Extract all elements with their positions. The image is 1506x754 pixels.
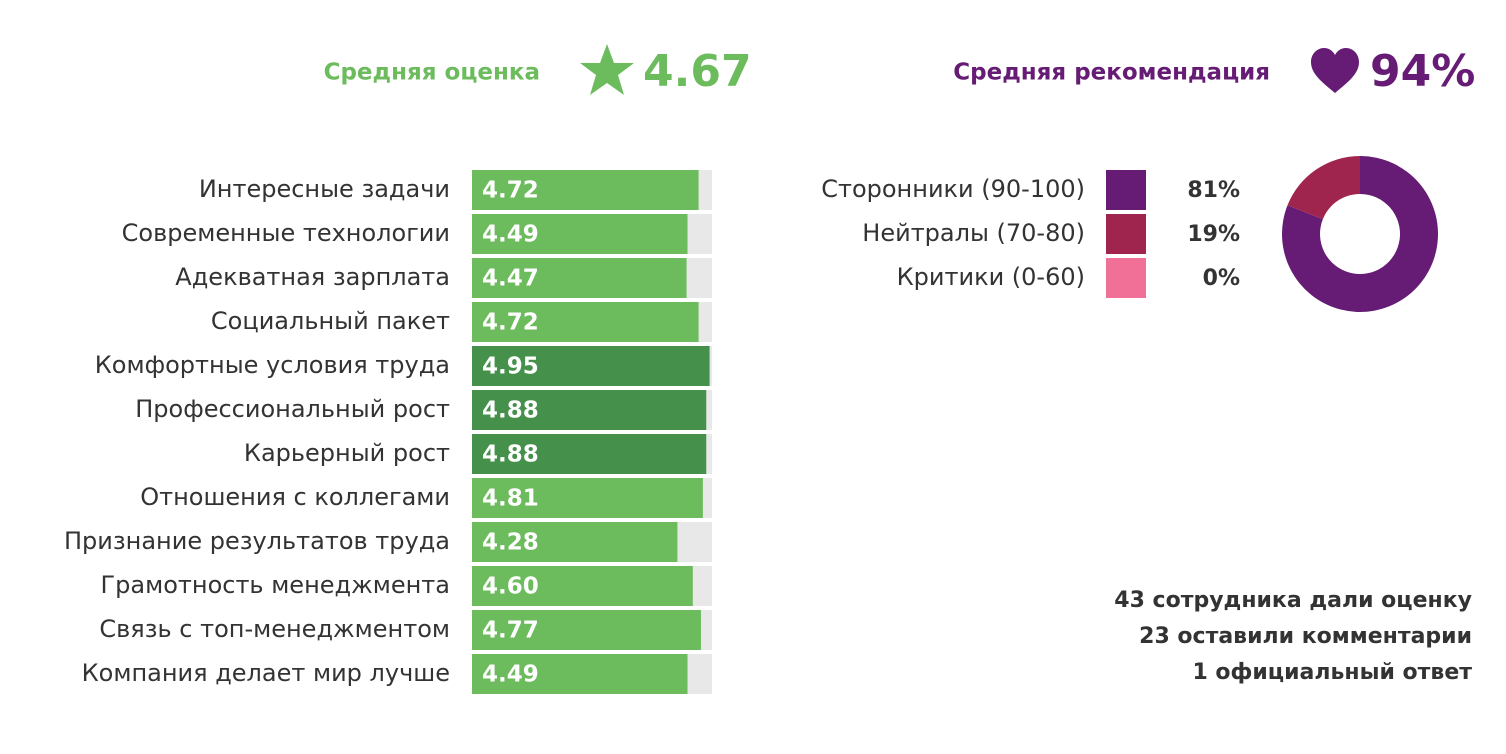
rating-value: 4.67: [643, 46, 752, 97]
category-label: Адекватная зарплата: [175, 263, 450, 291]
category-label: Связь с топ-менеджментом: [99, 615, 450, 643]
rating-label: Средняя оценка: [324, 60, 540, 86]
percent-label: 81%: [1187, 178, 1240, 203]
legend-swatch: [1106, 170, 1146, 210]
legend-label: Критики (0-60): [897, 263, 1085, 291]
bar: [472, 390, 707, 430]
legend-swatch: [1106, 258, 1146, 298]
category-label: Социальный пакет: [211, 307, 450, 335]
legend-swatch: [1106, 214, 1146, 254]
value-label: 4.72: [482, 178, 539, 204]
category-label: Компания делает мир лучше: [82, 659, 450, 687]
recommend-value: 94%: [1370, 46, 1475, 97]
value-label: 4.77: [482, 618, 539, 644]
bar: [472, 610, 701, 650]
bar: [472, 434, 707, 474]
category-label: Отношения с коллегами: [140, 483, 450, 511]
category-label: Карьерный рост: [244, 439, 450, 467]
legend-label: Нейтралы (70-80): [862, 219, 1085, 247]
value-label: 4.81: [482, 486, 539, 512]
bar: [472, 258, 687, 298]
footer-line: 23 оставили комментарии: [1139, 624, 1472, 649]
category-label: Профессиональный рост: [135, 395, 450, 423]
donut-slice: [1282, 156, 1439, 312]
value-label: 4.88: [482, 398, 539, 424]
value-label: 4.28: [482, 530, 539, 556]
value-label: 4.72: [482, 310, 539, 336]
category-label: Современные технологии: [122, 219, 450, 247]
heart-icon: [1311, 48, 1359, 93]
bar: [472, 478, 703, 518]
bar: [472, 654, 688, 694]
value-label: 4.47: [482, 266, 539, 292]
percent-label: 0%: [1203, 266, 1240, 291]
value-label: 4.49: [482, 222, 539, 248]
bar: [472, 170, 699, 210]
donut-slice: [1287, 156, 1360, 220]
value-label: 4.95: [482, 354, 539, 380]
bar: [472, 302, 699, 342]
bar: [472, 346, 710, 386]
recommend-label: Средняя рекомендация: [953, 60, 1270, 86]
bar: [472, 566, 693, 606]
category-label: Грамотность менеджмента: [101, 571, 450, 599]
category-label: Интересные задачи: [199, 175, 450, 203]
footer-line: 43 сотрудника дали оценку: [1114, 588, 1472, 613]
footer-line: 1 официальный ответ: [1192, 660, 1472, 685]
star-icon: [580, 44, 634, 95]
bar: [472, 214, 688, 254]
value-label: 4.88: [482, 442, 539, 468]
category-label: Признание результатов труда: [64, 527, 450, 555]
percent-label: 19%: [1187, 222, 1240, 247]
value-label: 4.60: [482, 574, 539, 600]
category-label: Комфортные условия труда: [95, 351, 450, 379]
bar: [472, 522, 678, 562]
value-label: 4.49: [482, 662, 539, 688]
legend-label: Сторонники (90-100): [821, 175, 1085, 203]
